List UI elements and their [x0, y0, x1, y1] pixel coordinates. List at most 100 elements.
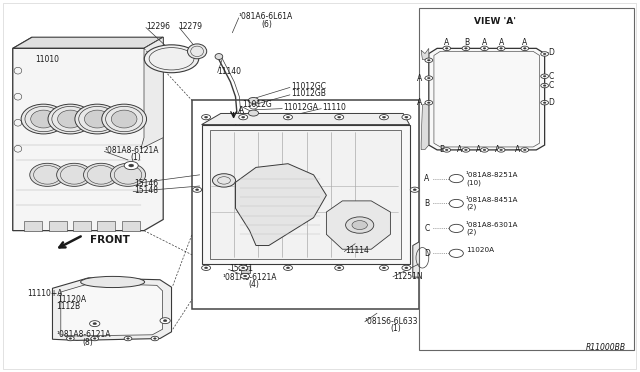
Circle shape: [151, 336, 159, 341]
Circle shape: [242, 267, 244, 269]
Circle shape: [428, 77, 430, 79]
Text: 11114: 11114: [346, 246, 369, 255]
Polygon shape: [13, 37, 163, 231]
Text: 11120A: 11120A: [58, 295, 87, 304]
Circle shape: [205, 267, 207, 269]
Circle shape: [91, 336, 99, 341]
Text: ¹081A8-8451A: ¹081A8-8451A: [466, 197, 518, 203]
Circle shape: [481, 148, 488, 152]
Text: ¹081S6-6L633: ¹081S6-6L633: [365, 317, 419, 326]
Polygon shape: [413, 238, 432, 277]
Ellipse shape: [84, 110, 110, 128]
Circle shape: [248, 97, 259, 103]
Text: 1112B: 1112B: [56, 302, 81, 311]
Circle shape: [443, 148, 451, 152]
Circle shape: [541, 100, 548, 105]
Circle shape: [405, 116, 408, 118]
Text: B: B: [424, 199, 429, 208]
Polygon shape: [202, 125, 410, 264]
Bar: [192, 100, 419, 309]
Circle shape: [449, 199, 463, 208]
Text: (2): (2): [466, 229, 476, 235]
Ellipse shape: [215, 54, 223, 60]
Circle shape: [284, 115, 292, 120]
Text: A: A: [522, 38, 527, 47]
Ellipse shape: [145, 45, 199, 73]
Polygon shape: [61, 283, 163, 336]
Text: 15148: 15148: [134, 186, 159, 195]
Bar: [97, 221, 115, 231]
Circle shape: [521, 46, 529, 51]
Circle shape: [428, 102, 430, 103]
Bar: [538, 141, 551, 149]
Ellipse shape: [29, 163, 65, 186]
Text: (10): (10): [466, 179, 481, 186]
Text: D: D: [548, 48, 554, 57]
Text: A: A: [495, 145, 500, 154]
Polygon shape: [202, 113, 410, 125]
Circle shape: [196, 189, 198, 190]
Ellipse shape: [111, 163, 146, 186]
Text: A: A: [417, 98, 422, 107]
Text: A: A: [476, 145, 481, 154]
Text: 11110: 11110: [322, 103, 346, 112]
Text: A: A: [515, 145, 520, 154]
Text: ¹081A8-6121A: ¹081A8-6121A: [223, 273, 277, 282]
Text: ¹081A6-6L61A: ¹081A6-6L61A: [239, 12, 293, 21]
Circle shape: [445, 149, 448, 151]
Circle shape: [338, 116, 340, 118]
Text: R11000BB: R11000BB: [586, 343, 626, 352]
Ellipse shape: [56, 163, 92, 186]
Text: D: D: [548, 98, 554, 107]
Text: C: C: [548, 72, 554, 81]
Circle shape: [521, 148, 529, 152]
Bar: [73, 221, 91, 231]
Text: B: B: [439, 145, 444, 154]
Circle shape: [524, 48, 526, 49]
Circle shape: [483, 48, 486, 49]
Text: 11140: 11140: [218, 67, 242, 76]
Circle shape: [287, 267, 289, 269]
Ellipse shape: [58, 110, 83, 128]
Circle shape: [449, 224, 463, 232]
Circle shape: [284, 265, 292, 270]
Polygon shape: [236, 164, 326, 246]
Text: 11012G: 11012G: [242, 100, 271, 109]
Text: A: A: [417, 74, 422, 83]
Circle shape: [383, 116, 385, 118]
Circle shape: [242, 116, 244, 118]
Circle shape: [241, 273, 250, 279]
Circle shape: [449, 174, 463, 183]
Polygon shape: [141, 37, 163, 149]
Circle shape: [244, 275, 246, 277]
Circle shape: [248, 110, 259, 116]
Circle shape: [497, 46, 505, 51]
Bar: [241, 266, 250, 273]
Text: A: A: [482, 38, 487, 47]
Polygon shape: [326, 201, 390, 249]
Circle shape: [338, 267, 340, 269]
Circle shape: [69, 338, 72, 339]
Ellipse shape: [31, 110, 56, 128]
Circle shape: [541, 74, 548, 78]
Circle shape: [202, 115, 211, 120]
Circle shape: [541, 52, 548, 56]
Text: (1): (1): [131, 153, 141, 162]
Text: ¹081A8-6121A: ¹081A8-6121A: [104, 146, 159, 155]
Ellipse shape: [81, 276, 145, 288]
Circle shape: [462, 148, 470, 152]
Circle shape: [428, 60, 430, 61]
Circle shape: [445, 48, 448, 49]
Circle shape: [124, 161, 138, 170]
Polygon shape: [429, 48, 545, 150]
Text: (4): (4): [248, 280, 259, 289]
Circle shape: [287, 116, 289, 118]
Circle shape: [465, 149, 467, 151]
Circle shape: [481, 46, 488, 51]
Circle shape: [212, 174, 236, 187]
Circle shape: [543, 53, 546, 55]
Ellipse shape: [75, 104, 120, 134]
Text: 11010: 11010: [35, 55, 60, 64]
Circle shape: [335, 115, 344, 120]
Circle shape: [410, 187, 419, 192]
